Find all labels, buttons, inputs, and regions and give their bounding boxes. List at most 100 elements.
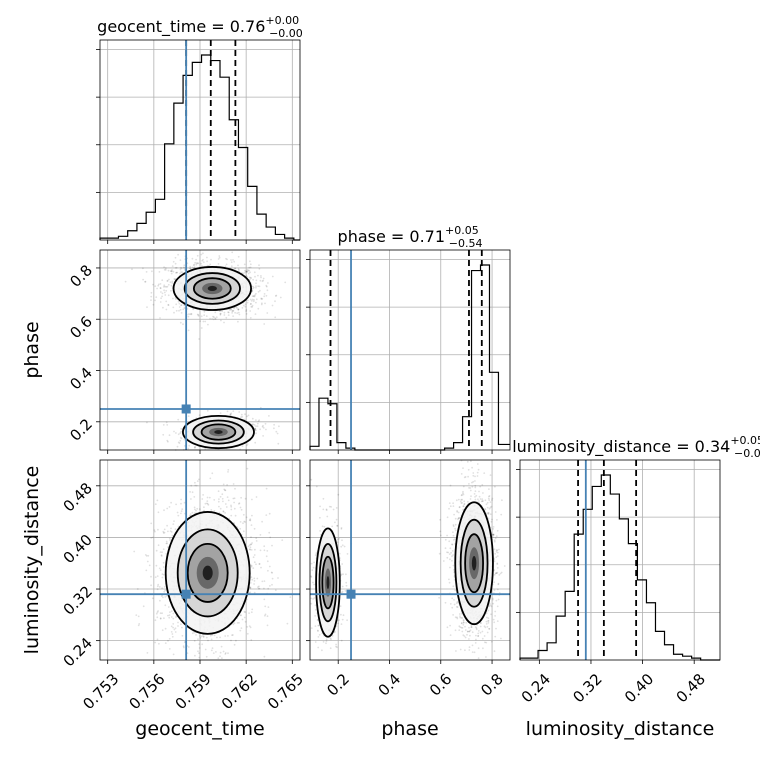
sample-point <box>158 642 160 645</box>
sample-point <box>446 551 448 554</box>
sample-point <box>488 495 491 497</box>
x-tick-label: 0.48 <box>673 670 709 706</box>
sample-point <box>452 585 455 588</box>
sample-point <box>265 284 268 287</box>
sample-point <box>201 259 204 262</box>
sample-point <box>263 580 266 582</box>
panel-title-geocent_time: geocent_time = 0.76+0.00 −0.00 <box>97 14 303 40</box>
sample-point <box>264 302 266 305</box>
sample-point <box>250 277 252 280</box>
sample-point <box>254 313 257 315</box>
sample-point <box>187 646 190 648</box>
sample-point <box>165 286 168 288</box>
x-tick-label: 0.765 <box>264 670 307 713</box>
sample-point <box>493 621 496 624</box>
x-tick-label: 0.40 <box>621 670 657 706</box>
sample-point <box>177 514 180 517</box>
sample-point <box>170 270 173 272</box>
sample-point <box>250 306 253 308</box>
sample-point <box>496 605 499 608</box>
title-lower-error: −0.04 <box>734 447 760 460</box>
sample-point <box>162 548 165 551</box>
sample-point <box>250 565 253 568</box>
sample-point <box>255 540 258 542</box>
sample-point <box>166 542 169 545</box>
sample-point <box>257 285 259 288</box>
y-tick-label: 0.6 <box>66 313 96 343</box>
sample-point <box>223 311 226 314</box>
sample-point <box>455 650 457 652</box>
sample-point <box>170 616 173 618</box>
sample-point <box>175 298 177 300</box>
sample-point <box>214 318 217 320</box>
sample-point <box>493 589 496 592</box>
sample-point <box>232 483 235 485</box>
sample-point <box>171 635 174 638</box>
sample-point <box>257 290 260 293</box>
sample-point <box>452 505 455 507</box>
sample-point <box>195 484 198 487</box>
sample-point <box>233 501 236 504</box>
sample-point <box>154 530 156 533</box>
sample-point <box>155 612 158 615</box>
sample-point <box>224 512 227 514</box>
sample-point <box>263 655 266 658</box>
sample-point <box>259 289 261 292</box>
sample-point <box>189 513 192 515</box>
sample-point <box>168 614 171 616</box>
sample-point <box>248 544 251 546</box>
sample-point <box>266 550 269 552</box>
sample-point <box>487 517 490 520</box>
sample-point <box>194 484 197 487</box>
sample-point <box>170 610 173 613</box>
sample-point <box>223 314 226 316</box>
sample-point <box>463 476 466 479</box>
sample-point <box>212 318 215 321</box>
sample-point <box>477 498 479 501</box>
sample-point <box>209 634 212 637</box>
sample-point <box>174 278 177 280</box>
sample-point <box>239 614 242 617</box>
sample-point <box>248 548 251 551</box>
title-main: geocent_time = 0.76 <box>97 17 265 37</box>
sample-point <box>263 598 266 601</box>
sample-point <box>159 287 162 290</box>
panel-phase-luminosity_distance: 0.2 0.4 0.6 0.8 <box>306 459 511 700</box>
sample-point <box>248 625 251 627</box>
sample-point <box>255 279 258 282</box>
sample-point <box>170 272 173 275</box>
sample-point <box>159 612 162 615</box>
sample-point <box>251 578 254 581</box>
sample-point <box>177 441 180 444</box>
sample-point <box>276 432 279 435</box>
sample-point <box>452 564 455 567</box>
title-lower-error: −0.00 <box>269 27 303 40</box>
sample-point <box>209 477 212 480</box>
sample-point <box>501 499 503 502</box>
sample-point <box>253 424 256 426</box>
sample-point <box>187 313 190 315</box>
sample-point <box>157 583 160 586</box>
sample-point <box>161 295 164 298</box>
sample-point <box>243 610 246 613</box>
sample-point <box>163 590 166 593</box>
sample-point <box>493 581 495 584</box>
sample-point <box>490 505 493 508</box>
sample-point <box>275 294 278 297</box>
sample-point <box>485 503 488 506</box>
sample-point <box>494 635 497 638</box>
sample-point <box>202 636 205 638</box>
sample-point <box>138 623 141 625</box>
sample-point <box>449 566 451 569</box>
sample-point <box>232 310 235 312</box>
sample-point <box>484 626 487 629</box>
sample-point <box>175 271 177 274</box>
sample-point <box>237 308 240 311</box>
sample-point <box>169 539 172 542</box>
x-tick-label: 0.753 <box>79 670 122 713</box>
panel-title-luminosity_distance: luminosity_distance = 0.34+0.05−0.04 <box>512 434 760 460</box>
sample-point <box>442 560 445 562</box>
sample-point <box>254 427 256 430</box>
sample-point <box>255 285 257 287</box>
sample-point <box>172 623 175 625</box>
